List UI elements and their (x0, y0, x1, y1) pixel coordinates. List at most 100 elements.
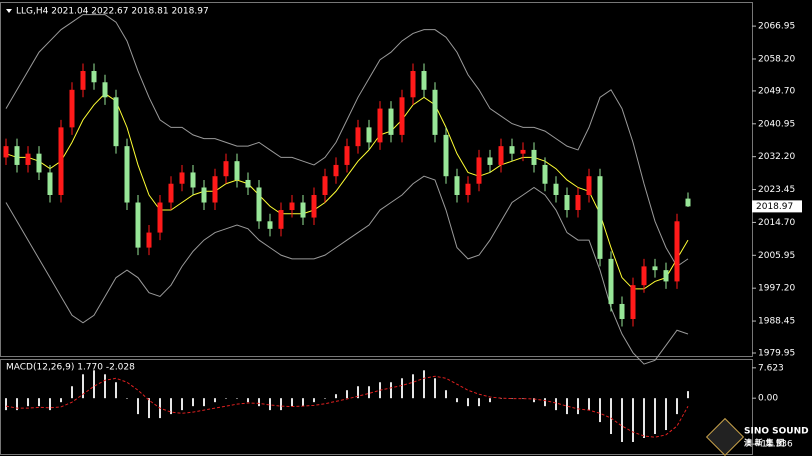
candle-body (3, 146, 9, 158)
y-tick-label: 2058.20 (758, 54, 795, 64)
macd-bar (489, 398, 491, 403)
y-tick-label: 2032.20 (758, 152, 795, 162)
macd-bar (258, 398, 260, 407)
macd-bar (368, 386, 370, 399)
macd-bar (203, 398, 205, 407)
macd-bar (599, 398, 601, 423)
y-tick-label: 2040.95 (758, 119, 795, 129)
y-tick-label: 2049.70 (758, 86, 795, 96)
macd-bar (71, 386, 73, 399)
candle-body (487, 157, 493, 165)
candle-body (278, 210, 284, 229)
macd-bar (115, 382, 117, 399)
candle-body (179, 172, 185, 184)
candle-body (322, 176, 328, 195)
y2-tick-label: 0.00 (758, 394, 778, 404)
candle-body (58, 127, 64, 195)
signal-line (5, 375, 689, 438)
macd-bar (170, 398, 172, 415)
macd-bar (610, 398, 612, 435)
candle-body (586, 176, 592, 195)
macd-bar (621, 398, 623, 442)
y-tick-label: 1988.45 (758, 317, 795, 327)
macd-bar (93, 370, 95, 399)
y2-tick-label: -11.536 (758, 440, 793, 450)
candle-body (619, 303, 625, 319)
macd-bar (269, 398, 271, 411)
candle-body (201, 187, 207, 203)
macd-bar (247, 398, 249, 403)
candle-body (432, 89, 438, 135)
macd-bar (434, 378, 436, 399)
macd-bar (324, 398, 326, 399)
candle-body (564, 194, 570, 211)
candle-body (542, 164, 548, 184)
candle-body (630, 285, 636, 319)
y-tick-label: 1979.95 (758, 348, 795, 358)
macd-bar (478, 398, 480, 407)
candle-body (91, 71, 97, 83)
macd-bar (27, 398, 29, 407)
candle-body (157, 202, 163, 233)
macd-bar (577, 398, 579, 415)
candle-body (69, 89, 75, 128)
last-price-label: 2018.97 (756, 202, 793, 212)
candle-body (366, 127, 372, 143)
macd-bar (280, 398, 282, 411)
candle-body (410, 71, 416, 98)
candle-body (311, 194, 317, 218)
candle-body (663, 270, 669, 282)
macd-bar (346, 390, 348, 399)
macd-bar (49, 398, 51, 411)
candle-body (553, 183, 559, 195)
macd-bar (665, 398, 667, 431)
macd-bar (137, 398, 139, 415)
candle-body (443, 134, 449, 177)
logo-subtitle: 澳 新 集 团 (744, 438, 784, 448)
logo-icon (705, 417, 745, 456)
macd-bar (643, 398, 645, 438)
candle-body (520, 149, 526, 154)
macd-bar (236, 398, 238, 399)
candle-body (47, 172, 53, 195)
y-tick-label: 2014.70 (758, 218, 795, 228)
candle-body (355, 127, 361, 147)
candle-body (421, 71, 427, 90)
macd-bar (533, 398, 535, 403)
candle-body (399, 97, 405, 135)
macd-bar (38, 398, 40, 407)
macd-bar (522, 398, 524, 399)
logo: SINO SOUND 澳 新 集 团 (705, 417, 809, 456)
candle-body (575, 194, 581, 211)
candle-body (102, 82, 108, 98)
macd-bar (291, 398, 293, 407)
macd-bar (60, 398, 62, 403)
y-tick-label: 2066.95 (758, 22, 795, 32)
macd-bar (423, 370, 425, 399)
macd-bar (335, 394, 337, 399)
candle-body (113, 97, 119, 147)
macd-panel-frame (0, 359, 753, 455)
candle-body (234, 161, 240, 180)
candle-body (36, 153, 42, 173)
candle-body (641, 266, 647, 286)
candle-body (25, 153, 31, 165)
candle-body (146, 232, 152, 248)
macd-bar (544, 398, 546, 407)
candle-body (267, 221, 273, 229)
macd-bar (225, 398, 227, 399)
candle-body (509, 146, 515, 154)
indicator-title: MACD(12,26,9) 1.770 -2.028 (6, 363, 135, 373)
macd-bar (467, 398, 469, 407)
macd-bar (5, 398, 7, 411)
y2-tick-label: 7.623 (758, 363, 784, 373)
macd-bar (357, 386, 359, 399)
candle-body (289, 202, 295, 211)
candle-body (674, 221, 680, 282)
macd-bar (412, 374, 414, 399)
logo-name: SINO SOUND (744, 427, 809, 437)
candle-body (190, 172, 196, 188)
candle-body (608, 258, 614, 304)
